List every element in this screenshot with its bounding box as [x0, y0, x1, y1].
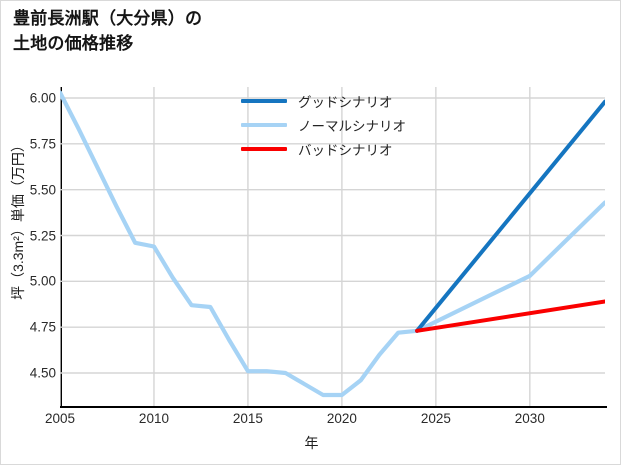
- y-axis-title: 坪（3.3m²）単価（万円）: [10, 138, 26, 300]
- x-tick-label: 2030: [514, 411, 545, 426]
- y-tick-label: 4.50: [29, 365, 56, 381]
- legend-color-swatch: [241, 123, 287, 127]
- y-tick-label: 6.00: [29, 90, 56, 106]
- chart-legend: グッドシナリオ ノーマルシナリオ バッドシナリオ: [241, 89, 461, 161]
- x-tick-label: 2015: [232, 411, 263, 426]
- chart-canvas: [60, 87, 605, 406]
- legend-label: グッドシナリオ: [298, 95, 393, 110]
- series-line: [415, 299, 605, 333]
- chart-title: 豊前長洲駅（大分県）の 土地の価格推移: [13, 9, 203, 53]
- legend-item[interactable]: ノーマルシナリオ: [241, 113, 461, 137]
- x-axis-line: [60, 406, 607, 408]
- x-tick-label: 2005: [44, 411, 76, 426]
- y-tick-labels: 4.50 4.75 5.00 5.25 5.50 5.75 6.00: [1, 1, 56, 464]
- y-axis-line: [60, 87, 62, 408]
- legend-label: バッドシナリオ: [298, 143, 393, 158]
- series-line: [60, 90, 605, 398]
- legend-color-swatch: [241, 99, 287, 103]
- y-tick-label: 5.00: [29, 273, 56, 289]
- y-tick-label: 4.75: [29, 319, 56, 335]
- x-tick-label: 2010: [138, 411, 169, 426]
- x-axis-title: 年: [304, 435, 319, 451]
- legend-item[interactable]: グッドシナリオ: [241, 89, 461, 113]
- legend-item[interactable]: バッドシナリオ: [241, 137, 461, 161]
- series-line: [415, 99, 605, 333]
- x-tick-label: 2020: [326, 411, 357, 426]
- legend-color-swatch: [241, 147, 287, 151]
- y-tick-label: 5.25: [29, 228, 56, 243]
- x-tick-label: 2025: [420, 411, 451, 426]
- y-tick-label: 5.50: [29, 182, 56, 198]
- plot-area: [60, 87, 605, 406]
- legend-label: ノーマルシナリオ: [298, 119, 406, 134]
- y-tick-label: 5.75: [29, 136, 56, 152]
